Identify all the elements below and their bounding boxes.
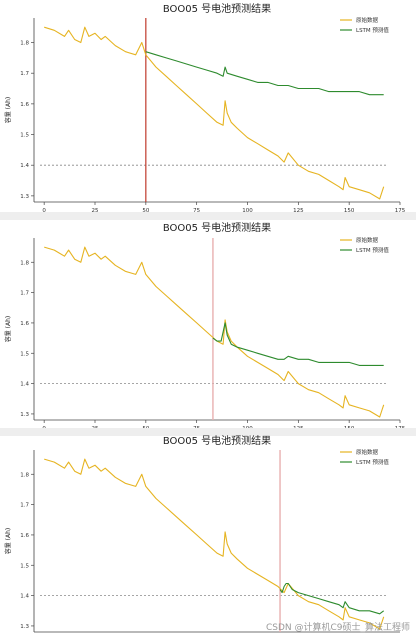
series-line-raw — [44, 246, 385, 418]
y-tick-label: 1.3 — [20, 194, 29, 200]
y-tick-label: 1.5 — [20, 563, 29, 569]
series-line-raw — [44, 458, 385, 630]
legend-label: LSTM 预测值 — [356, 246, 389, 254]
series-line-lstm — [145, 51, 384, 96]
y-tick-label: 1.6 — [20, 102, 29, 108]
y-tick-label: 1.5 — [20, 351, 29, 357]
y-tick-label: 1.4 — [20, 163, 29, 169]
chart-1: BOO05 号电池预测结果 1.3 1.4 1.5 1.6 1.7 1.8 0 25 50 75 10… — [4, 2, 406, 222]
series-line-lstm — [279, 582, 385, 615]
chart-panel-1: BOO05 号电池预测结果 1.3 1.4 1.5 1.6 1.7 1.8 0 25 50 75 10… — [0, 0, 416, 222]
y-axis-label: 容量 (Ah) — [4, 316, 12, 343]
series-line-lstm — [212, 322, 384, 366]
chart-2: BOO05 号电池预测结果1.31.41.51.61.71.8025507510… — [4, 221, 406, 440]
y-tick-label: 1.6 — [20, 533, 29, 539]
legend-label: LSTM 预测值 — [356, 26, 389, 34]
chart-panel-2: BOO05 号电池预测结果1.31.41.51.61.71.8025507510… — [0, 212, 416, 440]
x-tick-label: 50 — [142, 208, 149, 212]
x-tick-label: 0 — [42, 208, 46, 212]
chart-title: BOO05 号电池预测结果 — [163, 2, 271, 15]
x-tick-label: 25 — [92, 208, 99, 212]
y-axis-label: 容量 (Ah) — [4, 97, 12, 124]
y-tick-label: 1.6 — [20, 321, 29, 327]
chart-panel-3: BOO05 号电池预测结果 1.3 1.4 1.5 1.6 1.7 1.8 容量 (Ah) 原始… — [0, 428, 416, 637]
y-tick-label: 1.8 — [20, 472, 29, 478]
y-tick-label: 1.3 — [20, 412, 29, 418]
y-tick-label: 1.5 — [20, 133, 29, 139]
legend-label: LSTM 预测值 — [356, 458, 389, 466]
y-tick-label: 1.7 — [20, 503, 29, 509]
x-tick-label: 100 — [242, 208, 253, 212]
y-tick-label: 1.7 — [20, 291, 29, 297]
legend-label: 原始数据 — [356, 448, 379, 456]
x-tick-label: 175 — [395, 208, 406, 212]
chart-3: BOO05 号电池预测结果 1.3 1.4 1.5 1.6 1.7 1.8 容量 (Ah) 原始… — [4, 434, 400, 633]
panel-divider — [0, 212, 416, 220]
legend-label: 原始数据 — [356, 236, 379, 244]
x-tick-label: 125 — [293, 208, 304, 212]
y-tick-label: 1.3 — [20, 624, 29, 630]
legend-label: 原始数据 — [356, 16, 379, 24]
chart-title: BOO05 号电池预测结果 — [163, 434, 271, 447]
watermark: CSDN @计算机C9硕士_算法工程师 — [265, 623, 410, 633]
series-line-raw — [44, 26, 385, 200]
y-tick-label: 1.8 — [20, 41, 29, 47]
y-tick-label: 1.8 — [20, 260, 29, 266]
y-tick-label: 1.4 — [20, 594, 29, 600]
y-tick-label: 1.7 — [20, 71, 29, 77]
y-tick-label: 1.4 — [20, 382, 29, 388]
chart-title: BOO05 号电池预测结果 — [163, 221, 271, 234]
y-axis-label: 容量 (Ah) — [4, 528, 12, 555]
x-tick-label: 75 — [193, 208, 200, 212]
x-tick-label: 150 — [344, 208, 355, 212]
panel-divider — [0, 428, 416, 436]
